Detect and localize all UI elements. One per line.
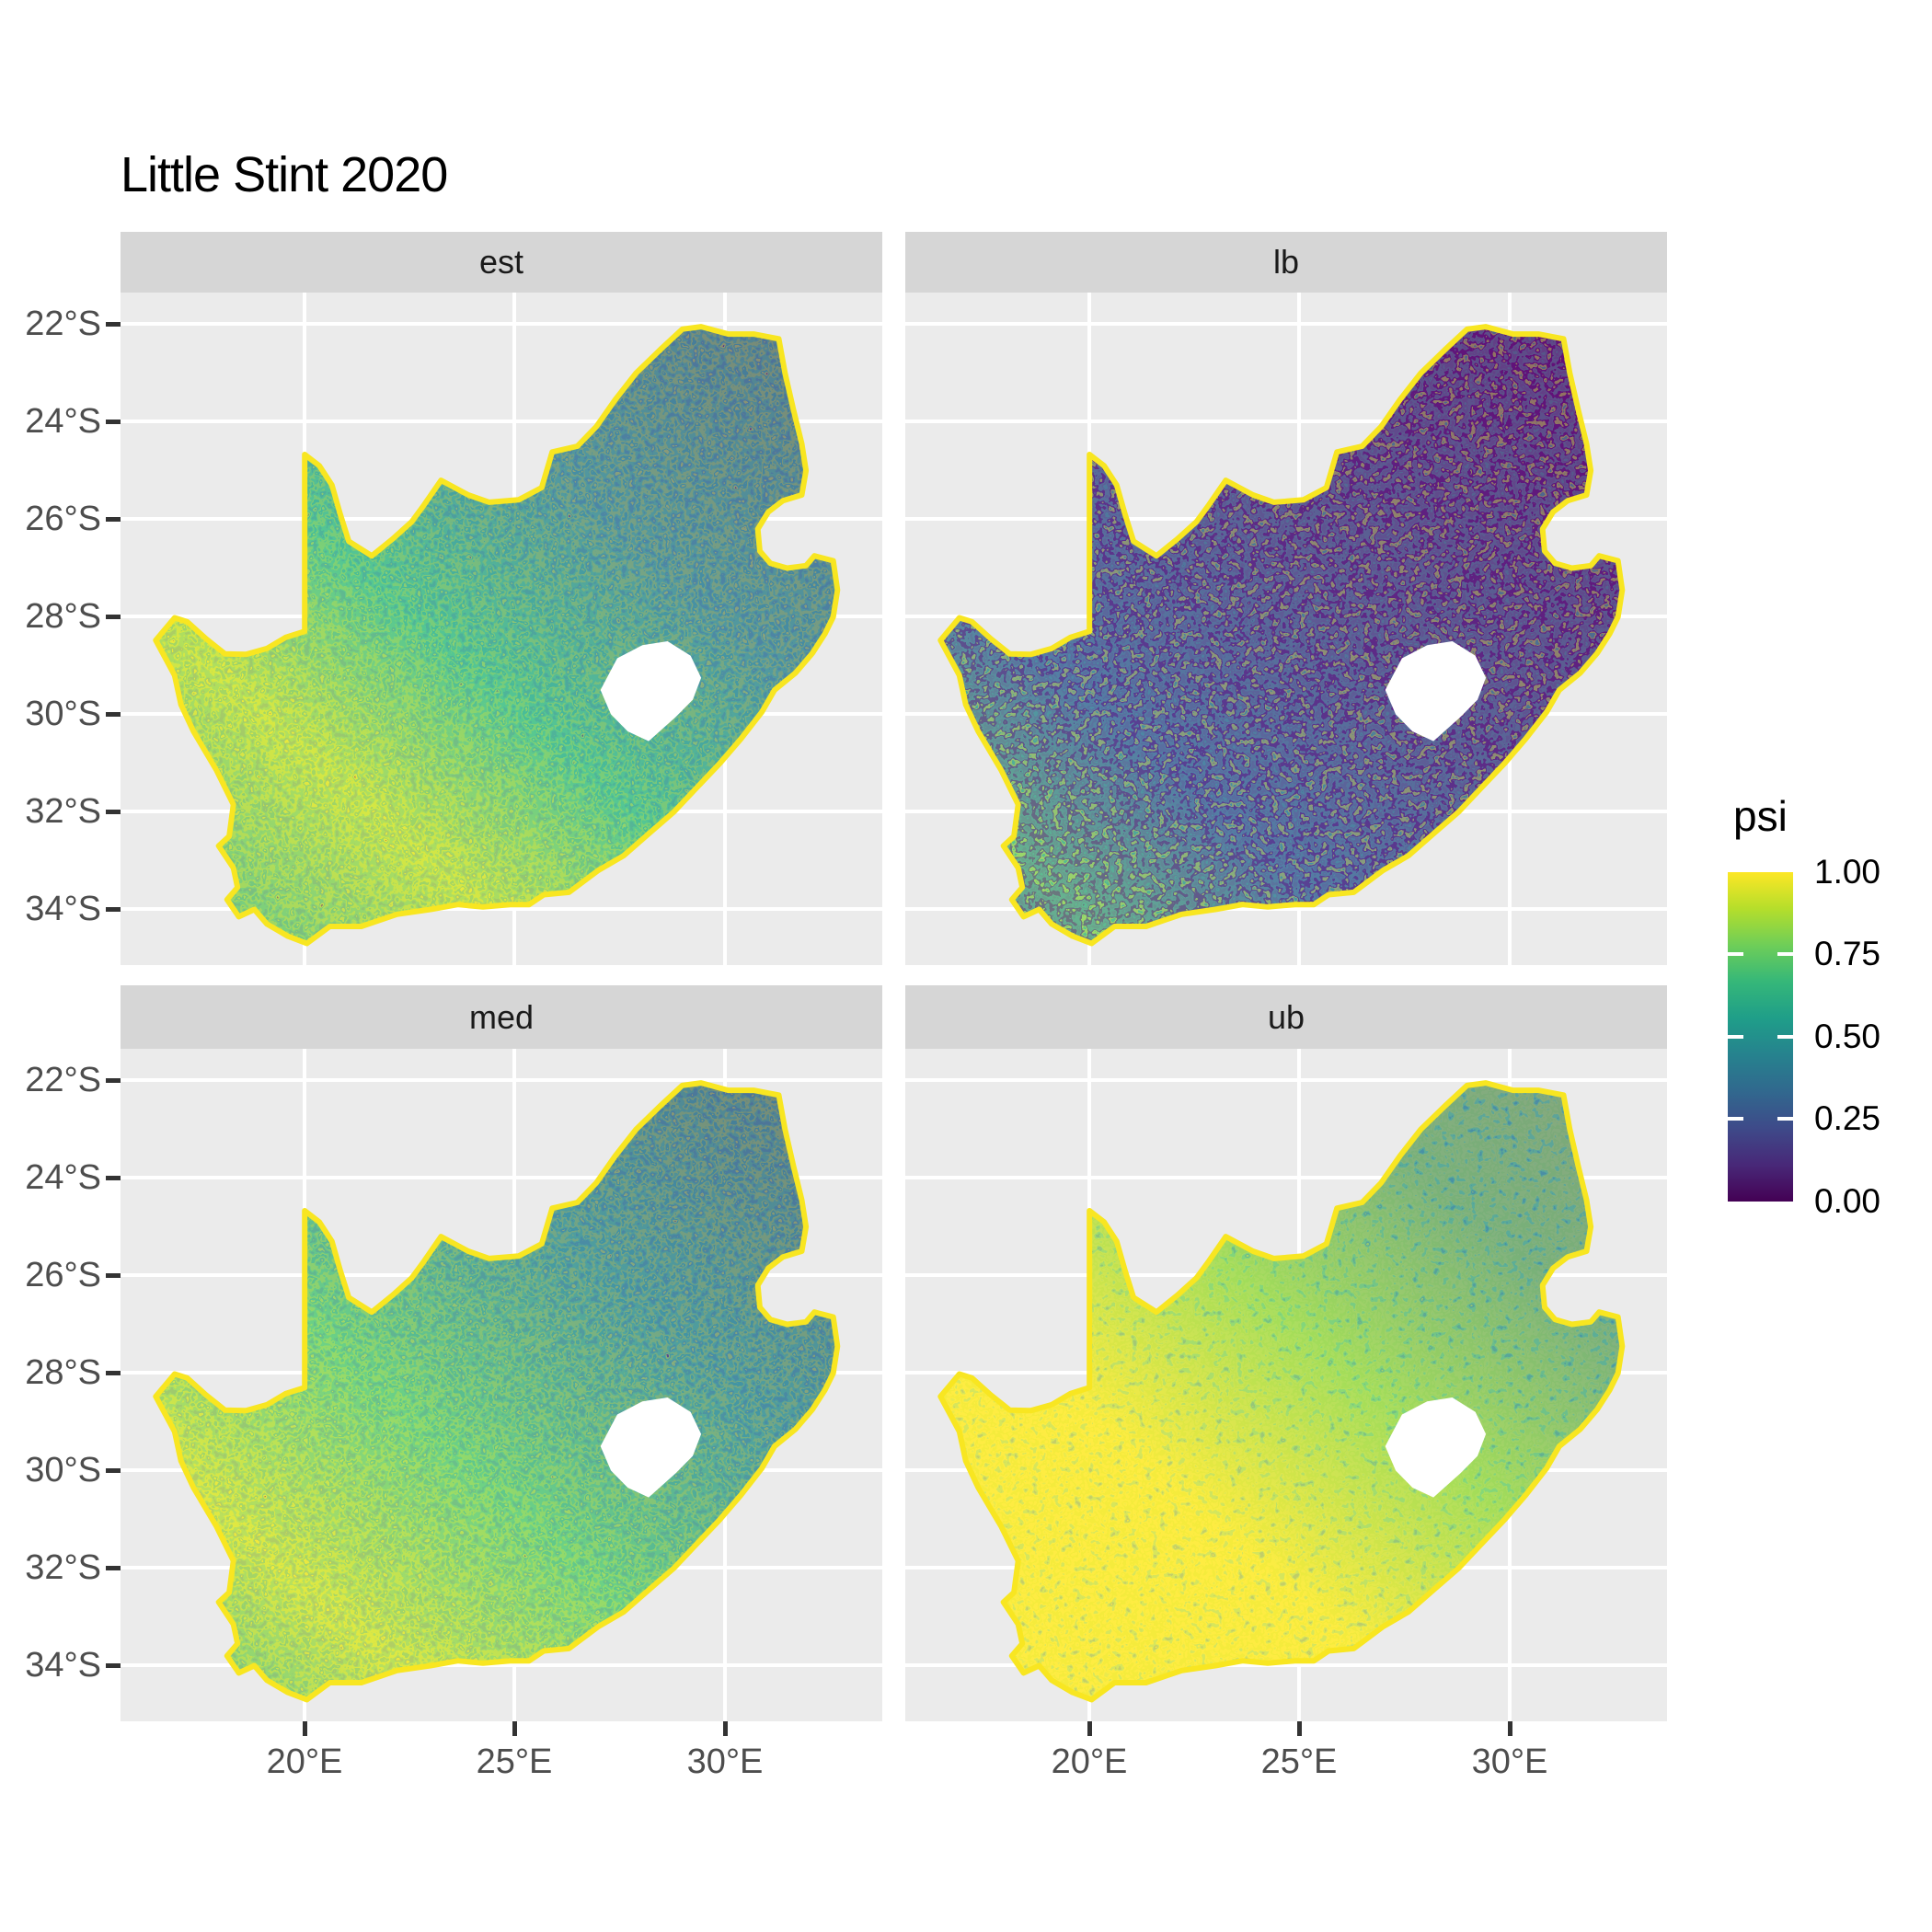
axis-tick (106, 907, 121, 912)
lesotho-hole (600, 1397, 702, 1498)
y-tick-label: 22°S (25, 1061, 101, 1099)
axis-tick (1297, 1721, 1302, 1736)
gridline (121, 1078, 882, 1082)
facet-strip-label: med (468, 997, 535, 1036)
facet-strip-est: est (121, 232, 882, 293)
gridline (121, 420, 882, 423)
y-tick-label: 26°S (25, 1256, 101, 1294)
gridline (905, 420, 1667, 423)
axis-tick (1087, 1721, 1092, 1736)
axis-tick (106, 1566, 121, 1570)
map-panel-est (121, 293, 882, 965)
axis-tick (106, 517, 121, 522)
map-panel-med (121, 1049, 882, 1721)
y-tick-label: 24°S (25, 1158, 101, 1197)
axis-tick (1508, 1721, 1512, 1736)
x-tick-label: 30°E (686, 1742, 764, 1781)
map-panel-lb (905, 293, 1667, 965)
map-med (153, 1080, 841, 1703)
gridline (905, 322, 1667, 326)
lesotho-hole (600, 641, 702, 742)
axis-tick (106, 1468, 121, 1473)
map-lb (937, 324, 1626, 947)
y-tick-label: 34°S (25, 1646, 101, 1685)
y-tick-label: 24°S (25, 402, 101, 441)
y-tick-label: 32°S (25, 792, 101, 831)
axis-tick (106, 615, 121, 619)
gridline (905, 1663, 1667, 1667)
axis-tick (106, 420, 121, 424)
axis-tick (512, 1721, 517, 1736)
y-tick-label: 30°S (25, 695, 101, 733)
lesotho-hole (1385, 641, 1487, 742)
axis-tick (106, 810, 121, 814)
gridline (905, 907, 1667, 911)
facet-strip-lb: lb (905, 232, 1667, 293)
y-tick-label: 34°S (25, 890, 101, 928)
facet-strip-ub: ub (905, 985, 1667, 1049)
y-tick-label: 28°S (25, 1353, 101, 1392)
axis-tick (106, 1078, 121, 1083)
facet-strip-med: med (121, 985, 882, 1049)
x-tick-label: 20°E (1051, 1742, 1128, 1781)
axis-tick (303, 1721, 307, 1736)
y-tick-label: 30°S (25, 1451, 101, 1489)
facet-strip-label: lb (1272, 243, 1300, 281)
axis-tick (106, 1273, 121, 1278)
facet-strip-label: ub (1267, 997, 1305, 1036)
axis-tick (723, 1721, 728, 1736)
gridline (905, 1176, 1667, 1179)
gridline (121, 322, 882, 326)
gridline (121, 1176, 882, 1179)
axis-tick (106, 1176, 121, 1180)
y-tick-label: 22°S (25, 305, 101, 343)
axis-tick (106, 1371, 121, 1375)
gridline (905, 1078, 1667, 1082)
x-tick-label: 30°E (1471, 1742, 1548, 1781)
map-est (153, 324, 841, 947)
facet-strip-label: est (478, 243, 524, 281)
page-title: Little Stint 2020 (121, 147, 448, 202)
gridline (121, 1663, 882, 1667)
x-tick-label: 20°E (266, 1742, 343, 1781)
lesotho-hole (1385, 1397, 1487, 1498)
x-tick-label: 25°E (1260, 1742, 1338, 1781)
x-tick-label: 25°E (476, 1742, 553, 1781)
axis-tick (106, 1663, 121, 1668)
map-panel-ub (905, 1049, 1667, 1721)
map-ub (937, 1080, 1626, 1703)
gridline (121, 907, 882, 911)
axis-tick (106, 322, 121, 327)
axis-tick (106, 712, 121, 717)
y-tick-label: 32°S (25, 1548, 101, 1587)
y-tick-label: 28°S (25, 597, 101, 636)
y-tick-label: 26°S (25, 500, 101, 538)
